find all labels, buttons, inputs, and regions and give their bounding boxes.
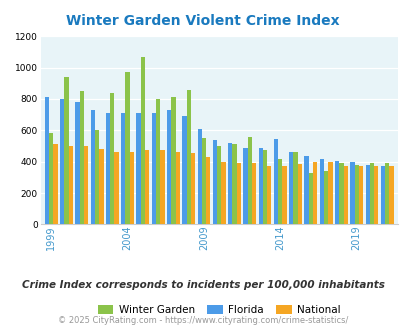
Bar [328,162,332,224]
Bar [323,171,328,224]
Bar [121,113,125,224]
Bar [266,166,271,224]
Bar [206,157,210,224]
Bar [130,152,134,224]
Bar [297,164,301,224]
Bar [156,99,160,224]
Bar [350,162,354,224]
Bar [197,129,201,224]
Bar [243,148,247,224]
Legend: Winter Garden, Florida, National: Winter Garden, Florida, National [94,301,344,319]
Bar [186,90,190,224]
Bar [99,149,103,224]
Bar [141,57,145,224]
Bar [308,174,312,224]
Bar [343,166,347,224]
Bar [358,166,362,224]
Bar [273,139,277,224]
Bar [293,152,297,224]
Bar [277,159,282,224]
Bar [136,113,141,224]
Bar [171,97,175,224]
Bar [354,165,358,224]
Bar [190,153,195,224]
Bar [217,146,221,224]
Bar [49,134,53,224]
Bar [110,93,114,224]
Bar [160,150,164,224]
Bar [106,113,110,224]
Bar [166,110,171,224]
Text: Crime Index corresponds to incidents per 100,000 inhabitants: Crime Index corresponds to incidents per… [21,280,384,290]
Bar [247,137,251,224]
Bar [95,130,99,224]
Bar [369,163,373,224]
Bar [114,152,119,224]
Bar [384,163,388,224]
Bar [228,143,232,224]
Bar [304,156,308,224]
Bar [388,166,392,224]
Bar [201,138,206,224]
Bar [75,102,79,224]
Bar [90,110,95,224]
Bar [364,165,369,224]
Bar [282,166,286,224]
Bar [288,151,293,224]
Bar [339,163,343,224]
Bar [258,148,262,224]
Bar [68,146,73,224]
Bar [45,97,49,224]
Bar [145,150,149,224]
Bar [380,166,384,224]
Bar [175,151,179,224]
Bar [64,77,68,224]
Bar [312,162,316,224]
Text: © 2025 CityRating.com - https://www.cityrating.com/crime-statistics/: © 2025 CityRating.com - https://www.city… [58,315,347,325]
Bar [53,145,58,224]
Bar [236,163,240,224]
Bar [79,91,84,224]
Bar [232,144,236,224]
Bar [84,146,88,224]
Bar [319,159,323,224]
Bar [262,150,266,224]
Text: Winter Garden Violent Crime Index: Winter Garden Violent Crime Index [66,15,339,28]
Bar [334,161,339,224]
Bar [151,113,156,224]
Bar [221,162,225,224]
Bar [212,140,217,224]
Bar [251,163,256,224]
Bar [60,99,64,224]
Bar [182,116,186,224]
Bar [125,72,130,224]
Bar [373,166,377,224]
